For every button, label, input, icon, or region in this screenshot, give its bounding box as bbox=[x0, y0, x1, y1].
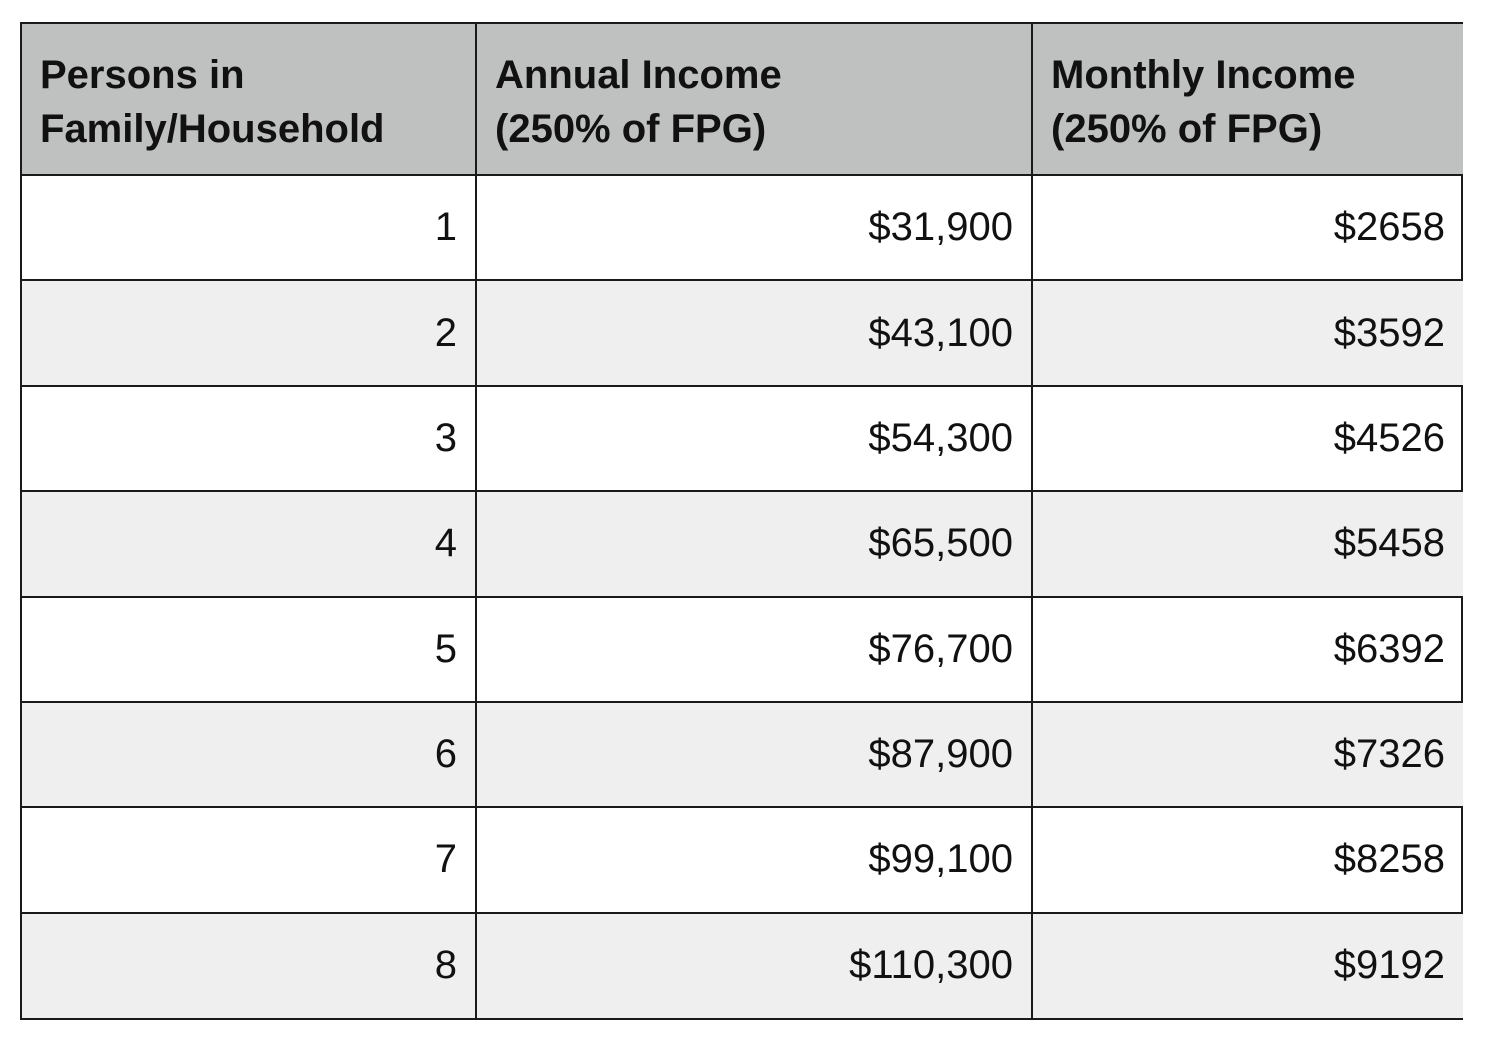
table-body: 1 $31,900 $2658 2 $43,100 $3592 3 $54,30… bbox=[22, 175, 1463, 1018]
annual-income-cell: $54,300 bbox=[476, 385, 1033, 493]
table-row: 1 $31,900 $2658 bbox=[22, 175, 1463, 282]
annual-income-cell: $76,700 bbox=[476, 596, 1033, 703]
annual-income-cell: $110,300 bbox=[476, 912, 1033, 1018]
table-row: 4 $65,500 $5458 bbox=[22, 491, 1463, 598]
persons-cell: 6 bbox=[22, 701, 477, 809]
header-annual-income: Annual Income (250% of FPG) bbox=[476, 24, 1033, 176]
annual-income-cell: $87,900 bbox=[476, 701, 1033, 809]
header-persons: Persons in Family/Household bbox=[22, 24, 477, 176]
monthly-income-cell: $9192 bbox=[1032, 912, 1463, 1018]
header-monthly-income: Monthly Income (250% of FPG) bbox=[1032, 24, 1463, 176]
persons-cell: 7 bbox=[22, 807, 477, 914]
header-row: Persons in Family/Household Annual Incom… bbox=[22, 24, 1463, 176]
table-row: 6 $87,900 $7326 bbox=[22, 701, 1463, 809]
persons-cell: 2 bbox=[22, 280, 477, 387]
table-row: 2 $43,100 $3592 bbox=[22, 280, 1463, 387]
table-header: Persons in Family/Household Annual Incom… bbox=[22, 24, 1463, 176]
monthly-income-cell: $5458 bbox=[1032, 491, 1463, 598]
table-row: 8 $110,300 $9192 bbox=[22, 912, 1463, 1018]
annual-income-cell: $99,100 bbox=[476, 807, 1033, 914]
table-row: 3 $54,300 $4526 bbox=[22, 385, 1463, 493]
monthly-income-cell: $4526 bbox=[1032, 385, 1463, 493]
persons-cell: 3 bbox=[22, 385, 477, 493]
persons-cell: 5 bbox=[22, 596, 477, 703]
annual-income-cell: $31,900 bbox=[476, 175, 1033, 282]
monthly-income-cell: $7326 bbox=[1032, 701, 1463, 809]
table-row: 7 $99,100 $8258 bbox=[22, 807, 1463, 914]
persons-cell: 4 bbox=[22, 491, 477, 598]
income-table: Persons in Family/Household Annual Incom… bbox=[22, 24, 1463, 1018]
annual-income-cell: $43,100 bbox=[476, 280, 1033, 387]
monthly-income-cell: $2658 bbox=[1032, 175, 1463, 282]
persons-cell: 1 bbox=[22, 175, 477, 282]
income-table-container: Persons in Family/Household Annual Incom… bbox=[20, 22, 1463, 1020]
monthly-income-cell: $3592 bbox=[1032, 280, 1463, 387]
persons-cell: 8 bbox=[22, 912, 477, 1018]
annual-income-cell: $65,500 bbox=[476, 491, 1033, 598]
monthly-income-cell: $8258 bbox=[1032, 807, 1463, 914]
table-row: 5 $76,700 $6392 bbox=[22, 596, 1463, 703]
monthly-income-cell: $6392 bbox=[1032, 596, 1463, 703]
